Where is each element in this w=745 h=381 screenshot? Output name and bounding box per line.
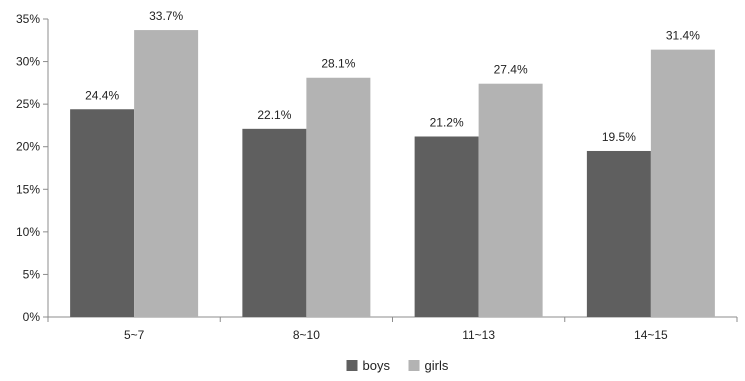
y-tick-label: 25% xyxy=(16,97,40,111)
data-label-girls: 27.4% xyxy=(494,63,528,77)
bar-girls xyxy=(306,77,371,318)
data-label-girls: 31.4% xyxy=(666,29,700,43)
y-tick-label: 15% xyxy=(16,182,40,196)
bar-boys xyxy=(414,136,479,317)
x-tick-label: 11~13 xyxy=(462,328,495,342)
data-labels-group: 24.4% 33.7% 22.1% 28.1% 21.2% 27.4% 19.5% 31.4% xyxy=(85,9,700,144)
data-label-girls: 33.7% xyxy=(149,9,183,23)
bar-girls xyxy=(650,49,715,317)
bar-boys xyxy=(586,150,651,317)
y-tick-label: 20% xyxy=(16,140,40,154)
x-tick-label: 14~15 xyxy=(634,328,668,342)
legend-label-boys: boys xyxy=(363,358,391,373)
legend: boys girls xyxy=(346,358,449,373)
y-tick-label: 10% xyxy=(16,225,40,239)
x-tick-label: 8~10 xyxy=(293,328,320,342)
legend-swatch-girls xyxy=(408,360,420,371)
data-label-girls: 28.1% xyxy=(321,57,355,71)
legend-label-girls: girls xyxy=(425,358,449,373)
x-axis: 5~7 8~10 11~13 14~15 xyxy=(47,316,738,342)
bar-boys xyxy=(242,128,307,317)
bar-boys xyxy=(70,109,135,317)
y-tick-label: 0% xyxy=(23,310,41,324)
legend-swatch-boys xyxy=(346,360,358,371)
data-label-boys: 19.5% xyxy=(602,130,636,144)
data-label-boys: 24.4% xyxy=(85,88,119,102)
y-axis: 0% 5% 10% 15% 20% 25% 30% 35% xyxy=(16,12,49,324)
bars-group xyxy=(70,30,715,318)
data-label-boys: 21.2% xyxy=(430,115,464,129)
bar-girls xyxy=(478,83,543,317)
x-tick-label: 5~7 xyxy=(124,328,145,342)
y-tick-label: 5% xyxy=(23,267,41,281)
data-label-boys: 22.1% xyxy=(257,108,291,122)
bar-girls xyxy=(134,30,199,317)
y-tick-label: 35% xyxy=(16,12,40,26)
y-tick-label: 30% xyxy=(16,55,40,69)
